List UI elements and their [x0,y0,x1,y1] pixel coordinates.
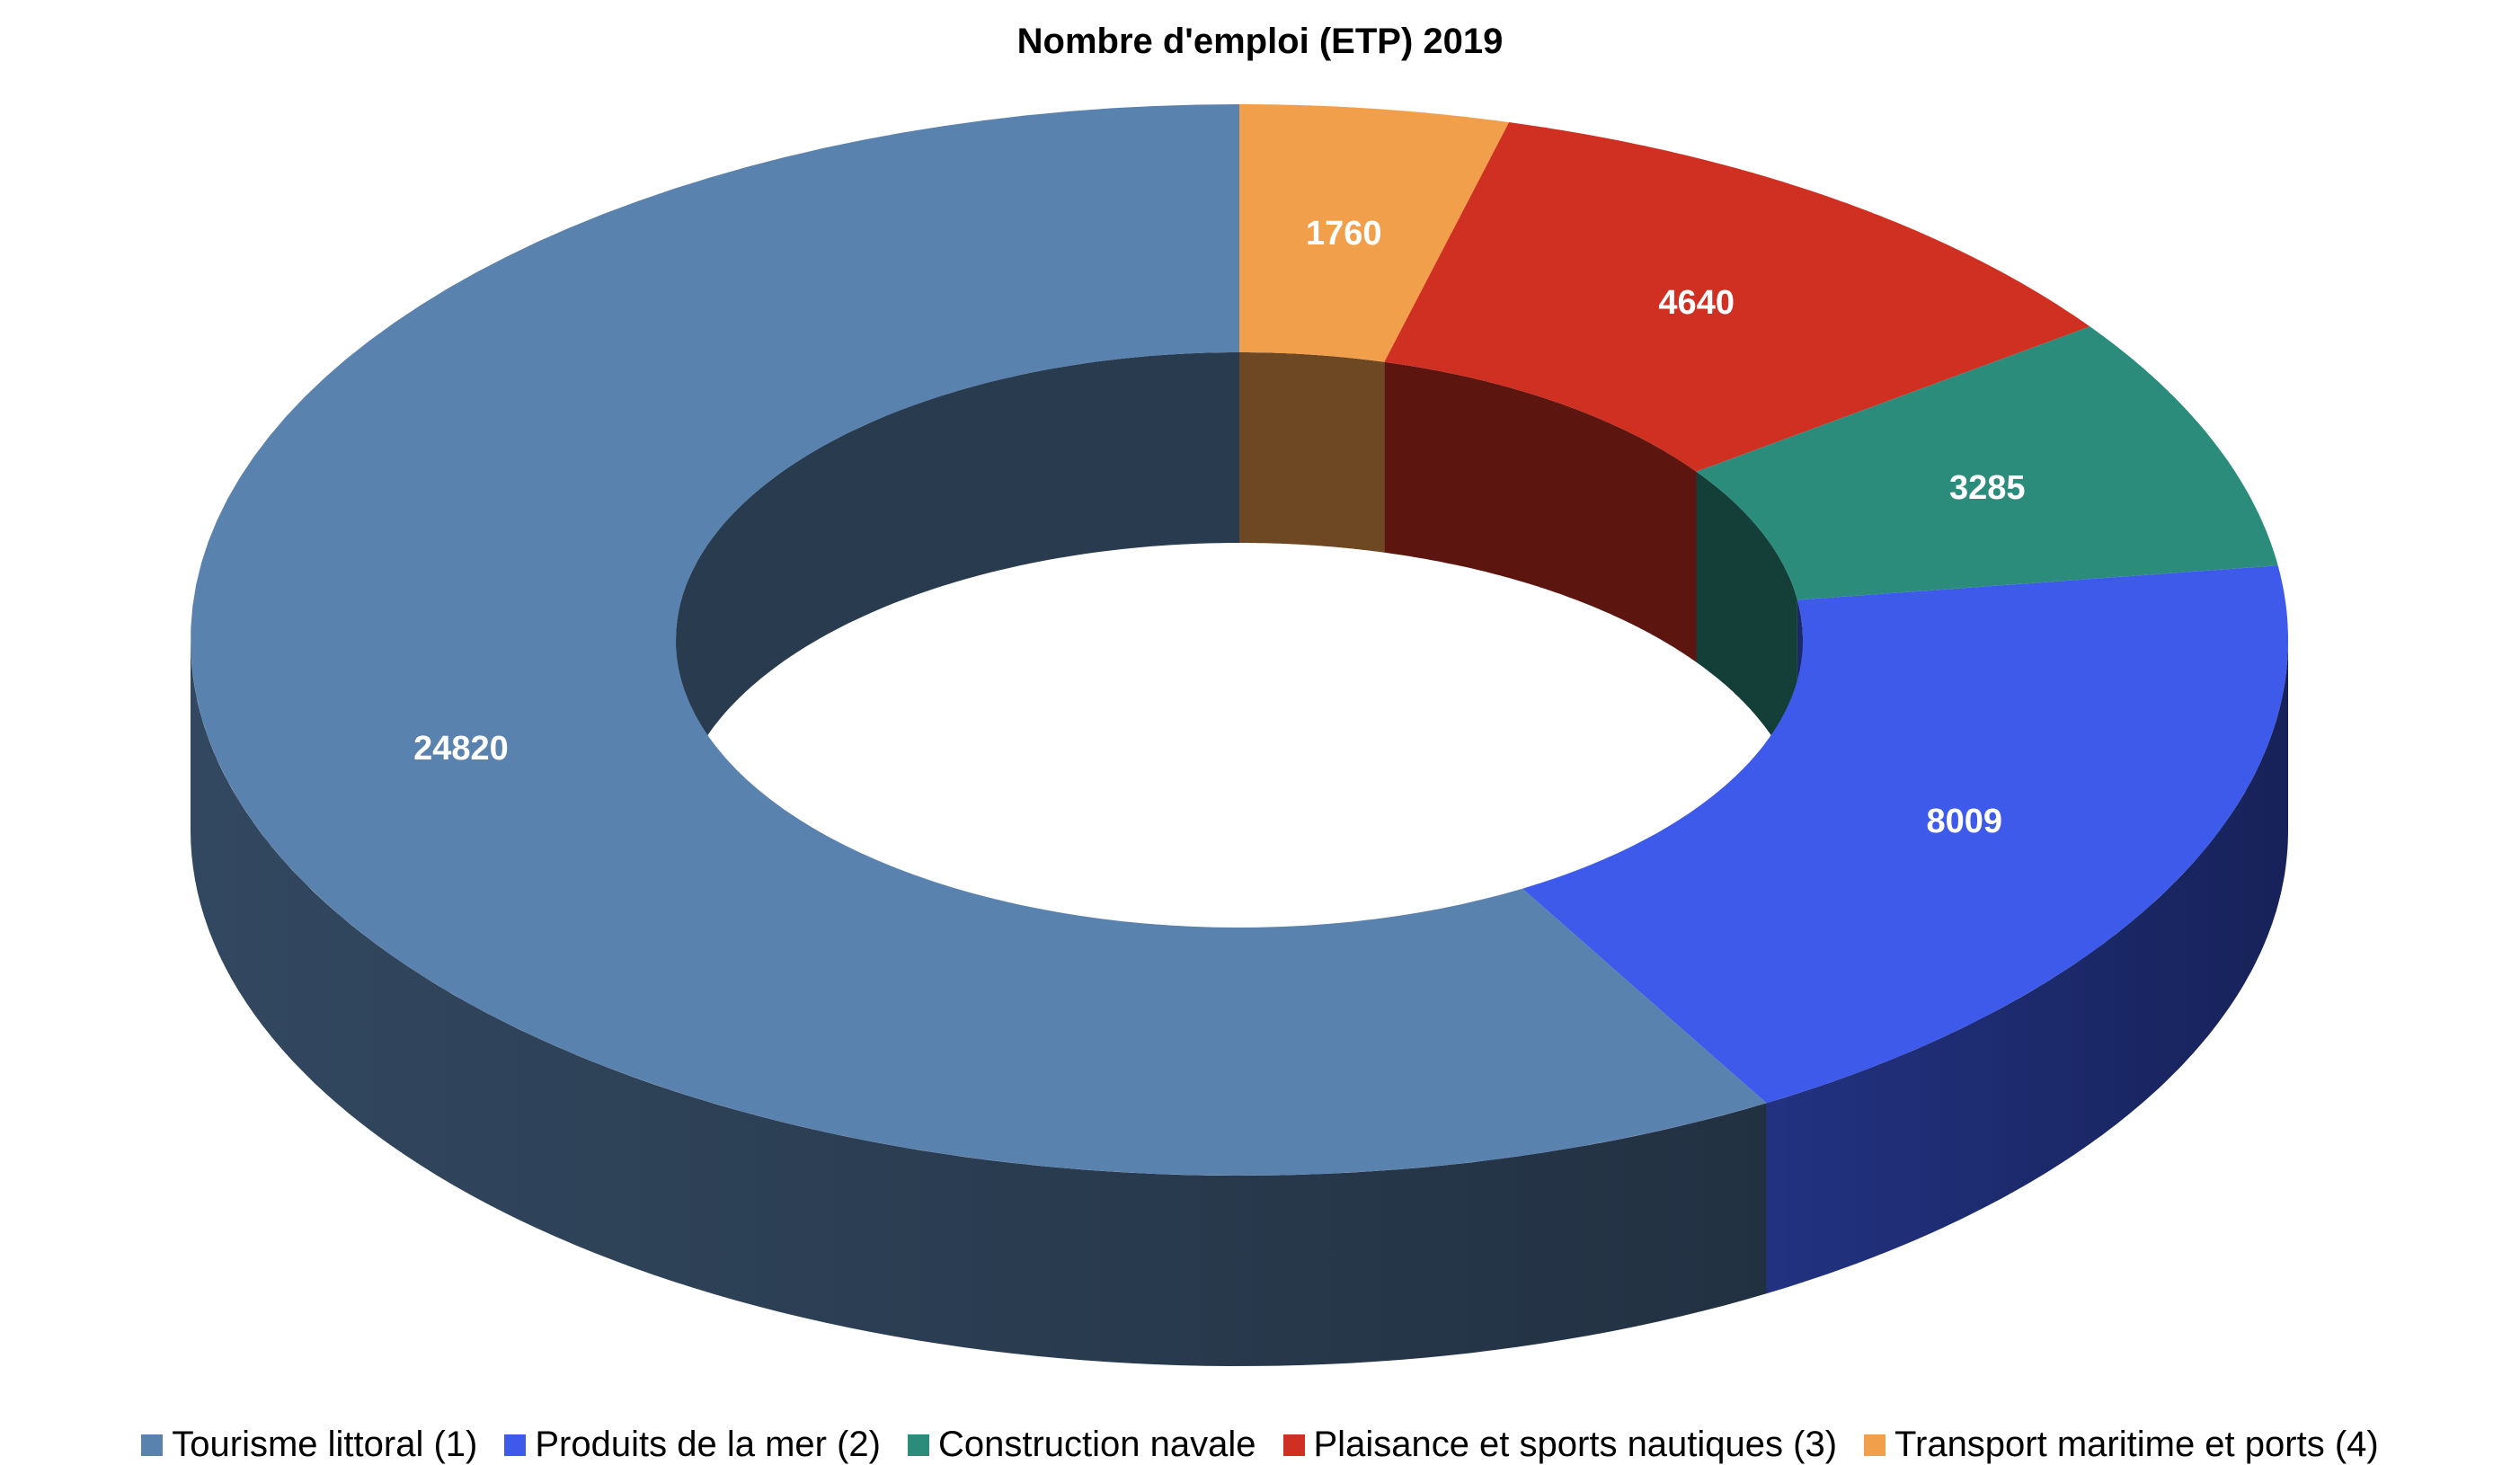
legend-label-tourisme-littoral: Tourisme littoral (1) [172,1425,478,1464]
inner-wall-construction-navale-right [1696,471,1797,791]
legend-label-produits-de-la-mer: Produits de la mer (2) [535,1425,881,1464]
slice-construction-navale [1696,326,2278,600]
chart-legend: Tourisme littoral (1) Produits de la mer … [0,1425,2520,1465]
data-label-produits-de-la-mer: 8009 [1927,803,2003,840]
outer-wall-tourisme-littoral [191,640,1767,1366]
data-label-transport-maritime-et-ports: 1760 [1306,215,1382,253]
slice-produits-de-la-mer [1522,565,2288,1104]
outer-wall-produits-de-la-mer [1766,640,2288,1294]
legend-swatch-construction-navale [907,1434,929,1456]
legend-item-produits-de-la-mer: Produits de la mer (2) [504,1425,881,1465]
legend-item-plaisance-et-sports-nautiques: Plaisance et sports nautiques (3) [1282,1425,1838,1465]
legend-swatch-produits-de-la-mer [504,1434,527,1456]
slice-tourisme-littoral [191,104,1767,1176]
data-label-construction-navale: 3285 [1949,469,2026,507]
legend-label-construction-navale: Construction navale [937,1425,1256,1464]
slice-transport-maritime-et-ports [1239,104,1510,362]
legend-item-transport-maritime-et-ports: Transport maritime et ports (4) [1864,1425,2379,1465]
data-label-tourisme-littoral: 24820 [413,730,509,768]
inner-wall-tourisme-littoral-left [676,352,1239,830]
legend-swatch-transport-maritime-et-ports [1864,1434,1886,1456]
legend-label-plaisance-et-sports-nautiques: Plaisance et sports nautiques (3) [1313,1425,1838,1464]
inner-wall-transport-maritime-et-ports-right [1239,352,1385,553]
legend-item-tourisme-littoral: Tourisme littoral (1) [141,1425,477,1465]
legend-swatch-tourisme-littoral [141,1434,164,1456]
legend-label-transport-maritime-et-ports: Transport maritime et ports (4) [1894,1425,2379,1464]
legend-swatch-plaisance-et-sports-nautiques [1282,1434,1305,1456]
inner-wall-plaisance-et-sports-nautiques-right [1384,361,1697,662]
slice-plaisance-et-sports-nautiques [1384,122,2090,472]
data-label-plaisance-et-sports-nautiques: 4640 [1658,284,1735,322]
chart-title: Nombre d'emploi (ETP) 2019 [1016,22,1504,61]
legend-item-construction-navale: Construction navale [907,1425,1256,1465]
